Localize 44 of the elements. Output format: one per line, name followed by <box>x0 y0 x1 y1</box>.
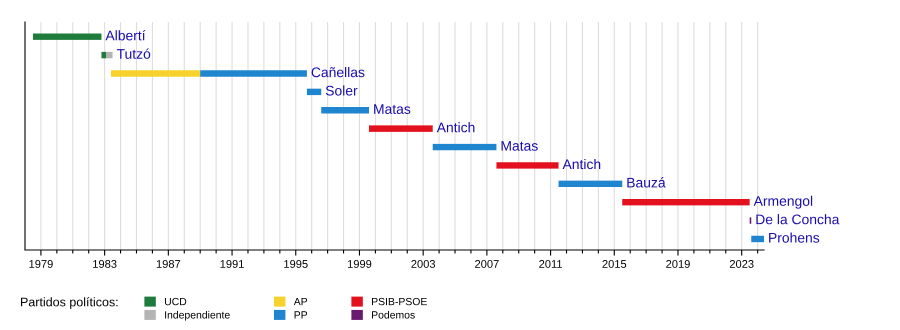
y-tick-label: Bauzá <box>627 177 666 188</box>
y-tick-label: Cañellas <box>312 67 364 78</box>
legend-label: PSIB-PSOE <box>372 298 427 306</box>
bar <box>369 125 433 132</box>
x-tick-label: 1987 <box>156 260 180 268</box>
bar <box>106 52 113 58</box>
x-tick-label: 2015 <box>602 260 626 268</box>
y-tick-label: De la Concha <box>756 214 840 224</box>
y-tick-label: Antich <box>562 158 600 170</box>
y-tick-label: Antich <box>436 122 474 132</box>
bar <box>32 33 102 40</box>
x-tick-label: 1979 <box>29 260 53 268</box>
legend-label: PP <box>294 311 308 318</box>
bar <box>101 52 106 58</box>
y-tick-label: Matas <box>502 141 538 151</box>
y-tick-label: Prohens <box>769 232 820 243</box>
legend-label: AP <box>294 298 308 306</box>
y-tick-label: Soler <box>326 85 358 96</box>
x-tick-label: 1991 <box>220 260 244 268</box>
bar <box>751 236 764 242</box>
bar <box>200 70 307 77</box>
y-tick-label: Matas <box>374 104 410 114</box>
legend-label: Podemos <box>372 310 415 319</box>
x-tick-label: 2023 <box>730 260 754 268</box>
legend-title: Partidos políticos: <box>21 297 118 309</box>
x-tick-label: 2007 <box>475 260 499 268</box>
x-tick-label: 2003 <box>411 260 436 268</box>
x-tick-label: 1999 <box>348 260 372 268</box>
legend-label: Independiente <box>165 310 230 321</box>
x-tick-label: 1995 <box>284 260 308 268</box>
x-tick-label: 2011 <box>539 260 562 268</box>
bar <box>558 180 622 188</box>
bar <box>432 144 496 150</box>
bar <box>622 198 750 206</box>
y-tick-label: Armengol <box>754 196 812 209</box>
y-tick-label: Albertí <box>105 30 146 40</box>
bar <box>111 70 200 77</box>
y-tick-label: Tutzó <box>116 48 150 59</box>
x-tick-label: 1983 <box>93 260 117 268</box>
bar <box>496 162 559 169</box>
bar <box>306 88 322 96</box>
x-tick-label: 2019 <box>666 260 690 268</box>
bar <box>321 107 370 114</box>
legend-label: UCD <box>164 298 186 306</box>
